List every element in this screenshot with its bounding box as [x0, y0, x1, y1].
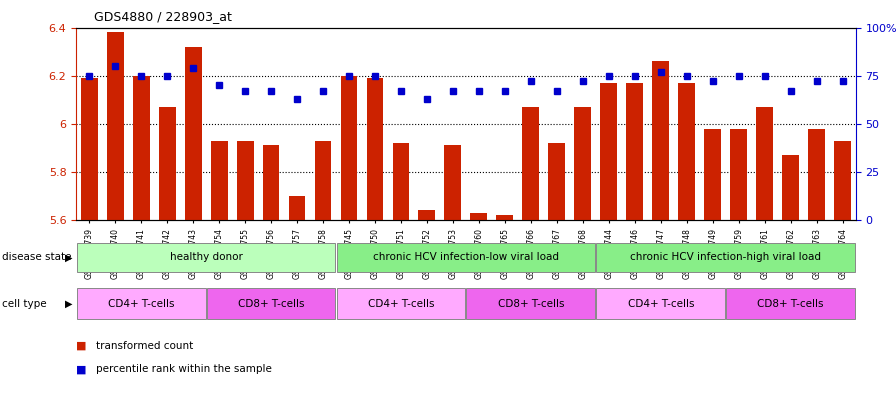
Bar: [77, 243, 335, 272]
Bar: [470, 213, 487, 220]
Bar: [133, 75, 150, 220]
Bar: [808, 129, 825, 220]
Bar: [496, 215, 513, 220]
Bar: [211, 141, 228, 220]
Bar: [574, 107, 591, 220]
Bar: [704, 129, 721, 220]
Bar: [77, 288, 205, 319]
Bar: [444, 145, 461, 220]
Text: cell type: cell type: [2, 299, 47, 309]
Text: ■: ■: [76, 364, 87, 375]
Bar: [337, 288, 465, 319]
Bar: [237, 141, 254, 220]
Bar: [597, 243, 855, 272]
Text: chronic HCV infection-low viral load: chronic HCV infection-low viral load: [373, 252, 559, 263]
Bar: [418, 210, 435, 220]
Bar: [730, 129, 747, 220]
Text: ■: ■: [76, 341, 87, 351]
Bar: [185, 47, 202, 220]
Text: percentile rank within the sample: percentile rank within the sample: [96, 364, 271, 375]
Bar: [263, 145, 280, 220]
Text: CD8+ T-cells: CD8+ T-cells: [237, 299, 305, 309]
Bar: [289, 196, 306, 220]
Bar: [652, 61, 669, 220]
Text: CD8+ T-cells: CD8+ T-cells: [757, 299, 824, 309]
Text: CD4+ T-cells: CD4+ T-cells: [627, 299, 694, 309]
Bar: [600, 83, 617, 220]
Bar: [107, 32, 124, 220]
Bar: [548, 143, 565, 220]
Bar: [782, 155, 799, 220]
Bar: [337, 243, 595, 272]
Bar: [678, 83, 695, 220]
Text: ▶: ▶: [65, 299, 73, 309]
Text: disease state: disease state: [2, 252, 72, 263]
Bar: [727, 288, 855, 319]
Bar: [207, 288, 335, 319]
Text: ▶: ▶: [65, 252, 73, 263]
Bar: [597, 288, 725, 319]
Text: CD8+ T-cells: CD8+ T-cells: [497, 299, 564, 309]
Bar: [314, 141, 332, 220]
Text: GDS4880 / 228903_at: GDS4880 / 228903_at: [94, 10, 232, 23]
Bar: [340, 75, 358, 220]
Text: CD4+ T-cells: CD4+ T-cells: [367, 299, 435, 309]
Text: CD4+ T-cells: CD4+ T-cells: [108, 299, 175, 309]
Bar: [81, 78, 98, 220]
Bar: [467, 288, 595, 319]
Bar: [626, 83, 643, 220]
Bar: [522, 107, 539, 220]
Text: chronic HCV infection-high viral load: chronic HCV infection-high viral load: [630, 252, 822, 263]
Bar: [756, 107, 773, 220]
Bar: [159, 107, 176, 220]
Bar: [366, 78, 383, 220]
Bar: [392, 143, 409, 220]
Text: healthy donor: healthy donor: [169, 252, 243, 263]
Bar: [834, 141, 851, 220]
Text: transformed count: transformed count: [96, 341, 194, 351]
